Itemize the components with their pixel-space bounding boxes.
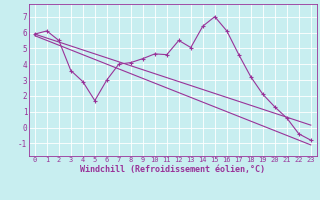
X-axis label: Windchill (Refroidissement éolien,°C): Windchill (Refroidissement éolien,°C) — [80, 165, 265, 174]
